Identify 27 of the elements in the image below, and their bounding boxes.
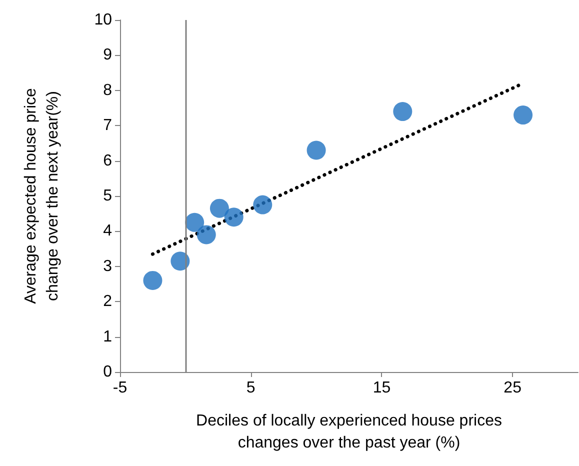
point: [210, 198, 229, 218]
x-tick-label: -5: [112, 380, 128, 396]
point: [253, 195, 272, 214]
y-tick-label: 4: [103, 222, 112, 240]
point: [306, 140, 326, 160]
y-tick-label: 2: [103, 293, 112, 310]
x-tick-label: 15: [372, 380, 391, 396]
y-tick-label: 6: [103, 152, 112, 170]
y-tick-label: 1: [103, 328, 112, 346]
y-tick-label: 5: [103, 188, 112, 204]
y-tick-label: 10: [94, 12, 112, 28]
x-tick-label: 5: [246, 380, 256, 396]
x-tick-label: 25: [504, 380, 522, 396]
y-tick-label: 3: [103, 258, 112, 275]
point: [143, 270, 162, 290]
y-tick-label: 7: [103, 117, 112, 134]
y-tick-label: 0: [103, 364, 112, 380]
x-axis-title: Deciles of locally experienced house prices changes over the past year (%): [196, 412, 502, 452]
point: [224, 208, 244, 227]
y-tick-label: 9: [103, 46, 112, 64]
point: [185, 212, 204, 232]
point: [170, 252, 190, 271]
point: [514, 106, 533, 125]
y-tick-label: 8: [103, 82, 112, 99]
point: [393, 102, 412, 122]
y-axis-title: Average expected house price change over the next year(%): [22, 88, 62, 304]
point: [196, 225, 216, 244]
